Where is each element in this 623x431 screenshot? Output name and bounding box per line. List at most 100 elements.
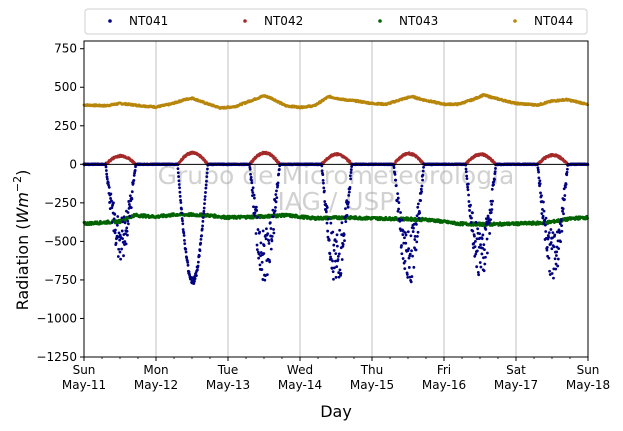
nt041-point — [540, 212, 544, 215]
nt041-point — [253, 196, 256, 200]
nt041-point — [196, 264, 200, 268]
nt041-point — [476, 227, 480, 231]
nt041-point — [254, 232, 258, 235]
nt041-point — [469, 203, 472, 207]
nt041-point — [542, 209, 546, 213]
nt041-point — [490, 202, 493, 206]
nt041-point — [195, 274, 198, 277]
nt041-point — [123, 221, 127, 225]
nt041-point — [408, 252, 412, 256]
nt041-point — [122, 254, 125, 258]
nt041-point — [474, 220, 478, 224]
nt041-point — [339, 272, 343, 275]
nt041-point — [178, 186, 181, 190]
nt041-point — [466, 188, 470, 192]
nt041-point — [465, 174, 469, 178]
nt041-point — [120, 247, 123, 251]
nt041-point — [274, 193, 278, 196]
nt041-point — [473, 234, 476, 238]
nt041-point — [466, 185, 470, 189]
nt041-point — [465, 177, 469, 181]
nt041-point — [320, 164, 324, 168]
nt041-point — [418, 211, 422, 215]
nt041-point — [260, 260, 264, 264]
nt041-point — [256, 228, 260, 231]
nt041-point — [275, 189, 278, 193]
nt041-point — [181, 222, 185, 226]
nt041-point — [544, 216, 548, 220]
nt041-point — [392, 166, 396, 170]
nt041-point — [202, 209, 206, 213]
nt041-point — [177, 175, 181, 178]
nt041-point — [403, 236, 406, 240]
nt041-point — [178, 190, 182, 194]
nt041-point — [547, 256, 551, 260]
nt041-point — [126, 233, 129, 237]
nt041-point — [488, 232, 492, 235]
nt041-point — [254, 205, 258, 209]
nt041-point — [201, 216, 205, 219]
nt041-point — [325, 221, 329, 225]
nt041-point — [557, 247, 561, 251]
nt041-point — [116, 255, 120, 258]
nt041-point — [255, 209, 259, 212]
nt041-point — [324, 210, 328, 214]
nt041-point — [421, 169, 425, 173]
nt041-point — [331, 230, 335, 234]
nt041-point — [329, 221, 333, 225]
nt041-point — [559, 240, 562, 244]
nt041-point — [409, 280, 413, 284]
nt041-point — [181, 219, 184, 223]
nt041-point — [180, 211, 184, 215]
nt041-point — [396, 192, 400, 196]
nt041-point — [119, 257, 123, 261]
nt041-point — [205, 179, 208, 183]
nt041-point — [112, 217, 116, 221]
nt041-point — [416, 202, 420, 206]
nt041-point — [271, 215, 275, 219]
nt041-point — [126, 219, 130, 223]
nt041-point — [478, 261, 482, 264]
nt041-point — [467, 193, 470, 197]
nt041-point — [401, 233, 405, 236]
nt041-point — [550, 247, 554, 251]
nt041-point — [415, 240, 419, 244]
nt041-point — [494, 167, 497, 170]
nt041-point — [552, 276, 555, 280]
nt041-point — [413, 238, 417, 241]
nt041-point — [202, 206, 206, 210]
nt041-point — [469, 221, 473, 224]
nt041-point — [275, 196, 279, 200]
nt041-point — [347, 193, 351, 197]
nt041-point — [336, 254, 340, 258]
nt041-point — [399, 211, 402, 214]
nt041-point — [252, 193, 256, 197]
nt041-point — [560, 224, 563, 228]
nt041-point — [266, 232, 270, 236]
nt041-point — [564, 182, 568, 186]
nt041-point — [197, 254, 201, 258]
nt041-point — [274, 200, 278, 204]
nt041-point — [562, 212, 565, 216]
nt041-point — [109, 192, 113, 196]
nt041-point — [250, 178, 253, 182]
nt041-point — [253, 213, 257, 217]
nt041-point — [204, 183, 208, 187]
nt041-point — [471, 211, 474, 215]
nt041-point — [327, 238, 331, 242]
nt041-point — [548, 269, 551, 273]
nt041-point — [277, 168, 281, 171]
nt041-point — [335, 244, 339, 248]
nt041-point — [483, 248, 486, 252]
nt041-point — [126, 211, 130, 214]
nt041-point — [132, 178, 136, 182]
nt041-point — [473, 239, 477, 243]
nt041-point — [196, 260, 200, 264]
nt041-point — [404, 233, 408, 237]
nt041-point — [541, 214, 545, 218]
nt041-point — [323, 189, 326, 193]
nt041-point — [206, 167, 209, 171]
nt041-point — [112, 201, 115, 205]
nt041-point — [262, 252, 266, 255]
nt041-point — [335, 240, 338, 243]
